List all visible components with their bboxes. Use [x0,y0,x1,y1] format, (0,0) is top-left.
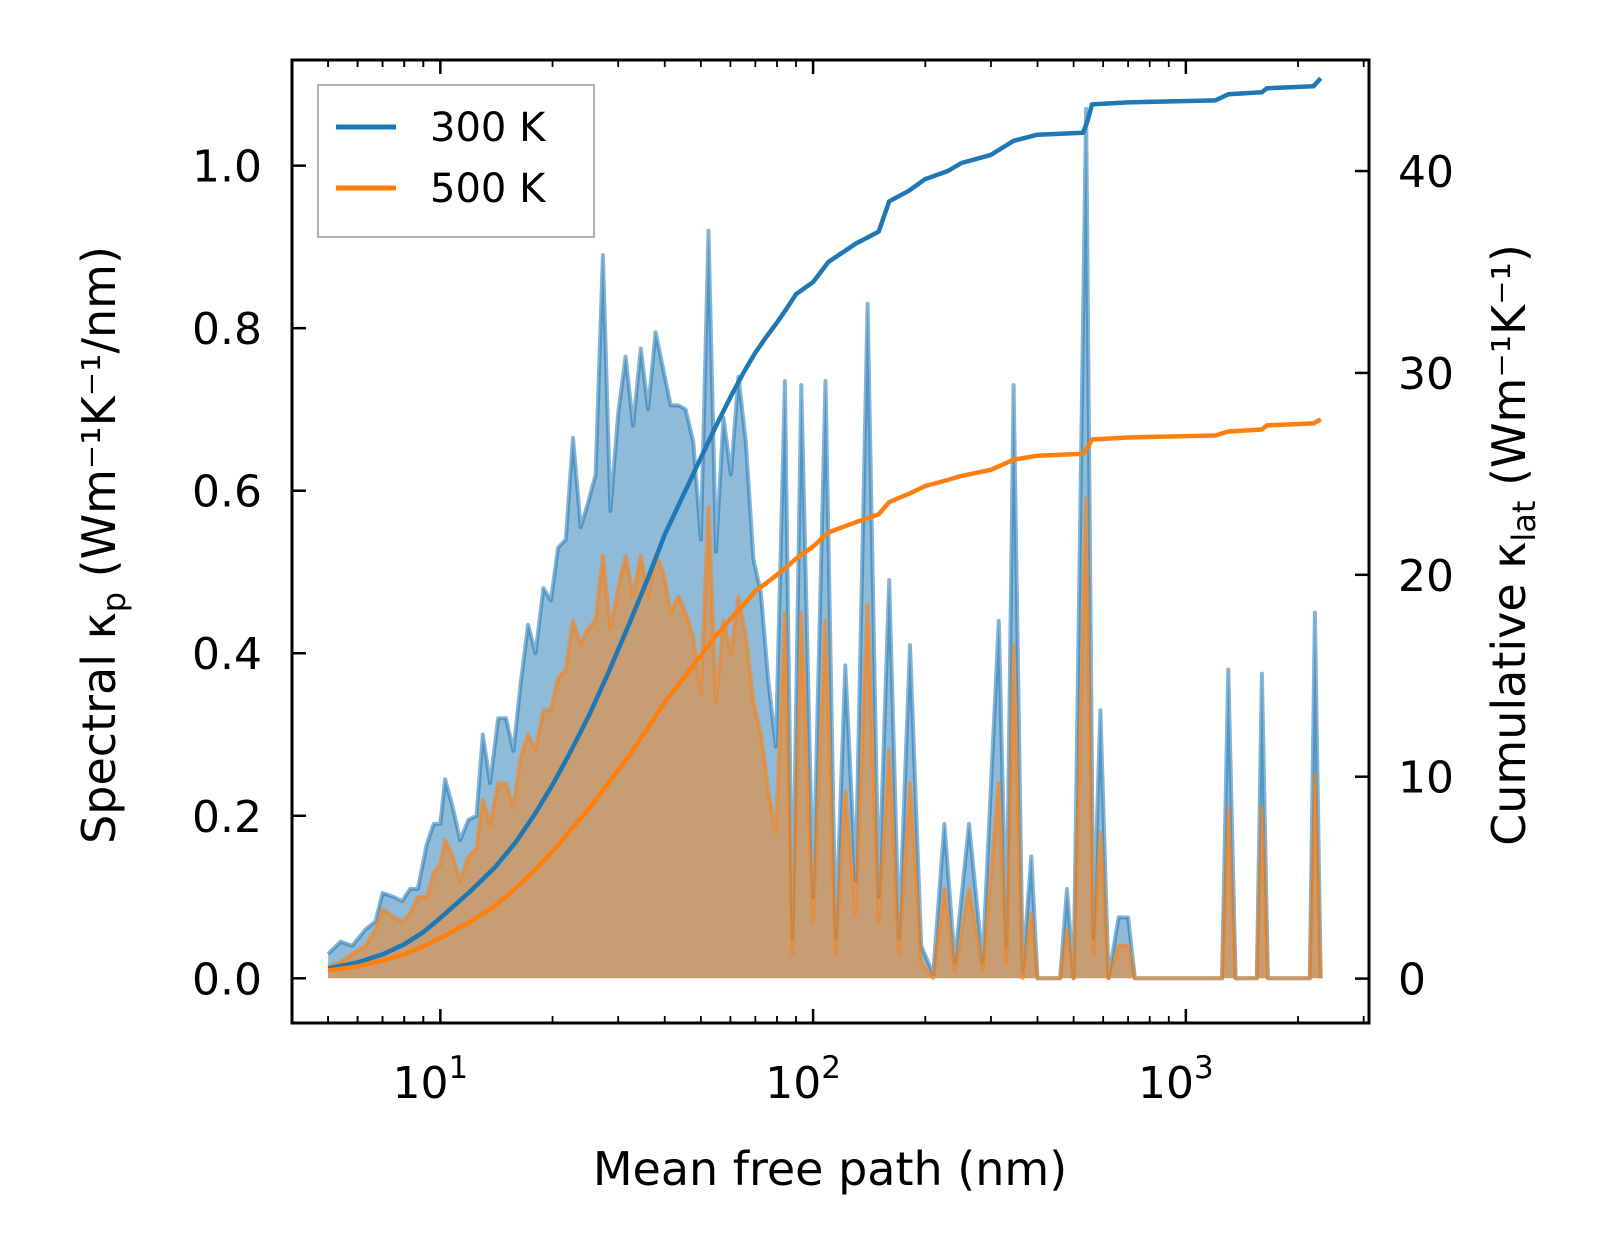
spectral-line-500k [327,496,1323,981]
y-right-tick-label: 40 [1398,147,1454,198]
y-left-tick-label: 0.8 [192,304,262,355]
plot-frame [290,58,1371,1025]
cumulative-line-500k [327,417,1322,973]
y-axis-left: 0.0 0.2 0.4 0.6 0.8 1.0 [192,142,306,1005]
x-tick-label: 101 [392,1050,468,1109]
y-left-tick-label: 0.4 [192,629,262,680]
y-left-tick-label: 0.6 [192,467,262,518]
legend-label-300k: 300 K [430,105,547,151]
y-right-tick-label: 10 [1398,753,1454,804]
legend-label-500k: 500 K [430,166,547,212]
x-axis-title: Mean free path (nm) [593,1142,1067,1196]
y-left-tick-label: 0.0 [192,954,262,1005]
y-axis-left-title: Spectral κp (Wm⁻¹K⁻¹/nm) [72,246,133,844]
y-right-tick-label: 30 [1398,349,1454,400]
spectral-line-300k [326,106,1323,981]
x-tick-label: 102 [765,1050,841,1109]
y-left-tick-label: 1.0 [192,142,262,193]
legend: 300 K 500 K [317,84,595,238]
y-axis-right: 0 10 20 30 40 [1355,147,1454,1006]
cumulative-line-300k [327,76,1323,971]
y-left-tick-label: 0.2 [192,792,262,843]
spectral-fill-layer [326,106,1323,981]
y-axis-right-title: Cumulative κlat (Wm⁻¹K⁻¹) [1482,244,1543,846]
x-axis: 101 102 103 [291,60,1365,1109]
legend-frame [317,84,595,238]
y-right-tick-label: 0 [1398,955,1426,1006]
spectral-area-500k [328,498,1321,979]
y-right-tick-label: 20 [1398,551,1454,602]
cumulative-line-layer [327,76,1323,973]
x-tick-label: 103 [1138,1050,1214,1109]
